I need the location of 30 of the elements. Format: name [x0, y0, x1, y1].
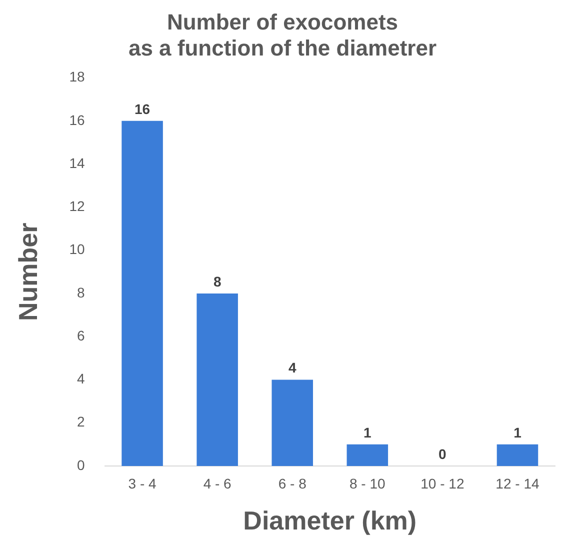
y-tick-label: 0 — [76, 456, 85, 473]
y-tick-label: 18 — [69, 68, 85, 85]
bar — [122, 120, 163, 466]
y-tick-label: 8 — [76, 284, 85, 300]
x-tick-label: 12 - 14 — [496, 475, 540, 492]
chart-title: Number of exocomets as a function of the diametrer — [128, 9, 437, 61]
data-label: 0 — [438, 446, 447, 462]
bar — [496, 444, 538, 466]
data-label: 1 — [364, 424, 372, 440]
bar — [346, 444, 388, 466]
y-tick-label: 12 — [69, 198, 85, 214]
y-tick-label: 2 — [76, 414, 85, 430]
x-tick-label: 3 - 4 — [128, 475, 157, 492]
data-label: 16 — [134, 100, 150, 117]
y-tick-label: 16 — [69, 112, 85, 128]
data-label: 4 — [288, 360, 296, 376]
data-label: 8 — [213, 273, 222, 290]
y-tick-label: 10 — [69, 241, 85, 258]
x-tick-label: 10 - 12 — [420, 475, 464, 492]
bar — [196, 293, 238, 466]
x-axis-title: Diameter (km) — [243, 506, 417, 536]
data-label: 1 — [514, 424, 522, 440]
x-tick-label: 4 - 6 — [203, 475, 232, 492]
y-tick-label: 4 — [76, 370, 85, 387]
x-tick-label: 8 - 10 — [350, 475, 386, 492]
y-tick-label: 6 — [76, 327, 85, 344]
y-axis-title: Number — [12, 222, 43, 322]
bar — [272, 380, 314, 466]
y-tick-label: 14 — [69, 154, 85, 171]
x-tick-label: 6 - 8 — [278, 475, 307, 492]
